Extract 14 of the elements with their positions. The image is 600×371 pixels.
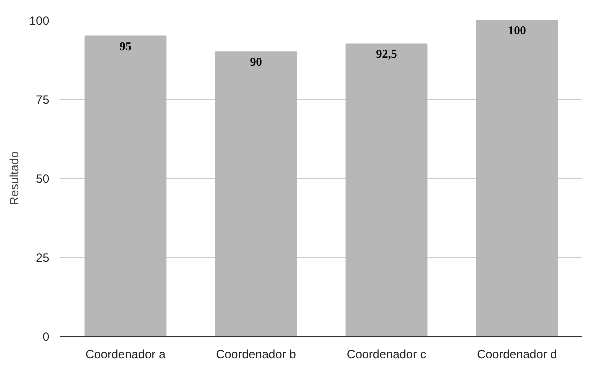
data-label: 95 [120,39,132,54]
x-tick-label: Coordenador d [477,348,558,362]
y-tick-label: 75 [36,93,50,107]
data-label: 92,5 [376,47,398,62]
y-tick-label: 100 [29,14,50,28]
x-tick-label: Coordenador c [347,348,426,362]
y-tick-label: 25 [36,251,50,265]
x-tick-label: Coordenador a [86,348,166,362]
y-tick-label: 50 [36,172,50,186]
y-tick-label: 0 [42,330,50,344]
data-label: 90 [250,55,262,70]
data-label: 100 [508,24,526,38]
y-axis-title: Resultado [7,151,22,206]
x-tick-label: Coordenador b [216,348,297,362]
